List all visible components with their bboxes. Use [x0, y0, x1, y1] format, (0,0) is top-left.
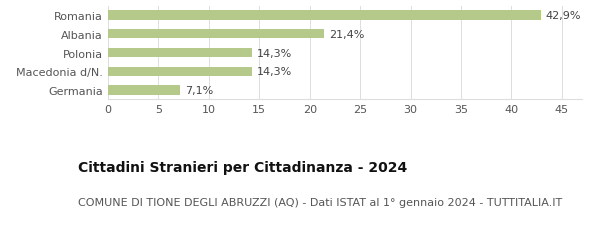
Text: 42,9%: 42,9% — [545, 11, 581, 21]
Bar — [108, 49, 252, 58]
Bar — [108, 11, 541, 20]
Bar — [108, 86, 179, 95]
Text: 14,3%: 14,3% — [257, 67, 293, 77]
Bar — [108, 67, 252, 77]
Text: Cittadini Stranieri per Cittadinanza - 2024: Cittadini Stranieri per Cittadinanza - 2… — [78, 160, 407, 174]
Text: 21,4%: 21,4% — [329, 30, 364, 39]
Text: 7,1%: 7,1% — [185, 86, 213, 96]
Bar — [108, 30, 324, 39]
Text: 14,3%: 14,3% — [257, 48, 293, 58]
Text: COMUNE DI TIONE DEGLI ABRUZZI (AQ) - Dati ISTAT al 1° gennaio 2024 - TUTTITALIA.: COMUNE DI TIONE DEGLI ABRUZZI (AQ) - Dat… — [78, 197, 562, 207]
